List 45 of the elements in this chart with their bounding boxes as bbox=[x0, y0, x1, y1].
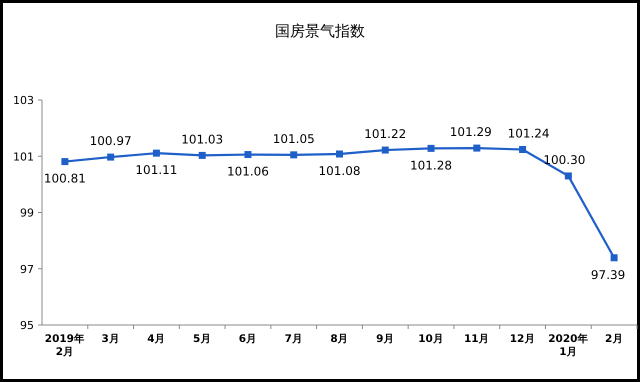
y-tick-label: 99 bbox=[20, 206, 34, 220]
x-tick-label: 11月 bbox=[464, 333, 490, 345]
y-tick-label: 103 bbox=[13, 94, 34, 107]
x-tick-label: 9月 bbox=[376, 333, 394, 345]
x-tick-label: 3月 bbox=[102, 333, 120, 345]
data-label: 101.28 bbox=[410, 158, 452, 172]
data-label: 97.39 bbox=[590, 268, 626, 282]
y-tick-label: 95 bbox=[20, 319, 34, 332]
data-label: 100.30 bbox=[543, 152, 586, 167]
point bbox=[152, 150, 160, 157]
x-tick-label: 2020年 1月 bbox=[548, 332, 588, 358]
point bbox=[107, 154, 114, 161]
x-tick-label: 4月 bbox=[147, 333, 166, 345]
x-tick-label: 12月 bbox=[510, 333, 536, 345]
point bbox=[473, 144, 480, 152]
data-label: 101.05 bbox=[272, 132, 315, 146]
y-tick-label: 101 bbox=[13, 150, 34, 164]
x-tick-label: 10月 bbox=[418, 333, 444, 345]
point bbox=[198, 152, 206, 159]
x-tick-label: 7月 bbox=[284, 333, 303, 345]
x-tick-label: 6月 bbox=[238, 333, 258, 345]
data-label: 101.08 bbox=[318, 164, 360, 178]
x-tick-label: 5月 bbox=[193, 333, 212, 345]
data-label: 101.06 bbox=[226, 164, 269, 179]
chart-title: 国房景气指数 bbox=[275, 22, 365, 40]
point bbox=[610, 254, 618, 262]
point bbox=[382, 146, 389, 154]
data-label: 101.03 bbox=[181, 132, 224, 146]
point bbox=[244, 151, 252, 158]
data-label: 101.29 bbox=[450, 125, 492, 140]
data-label: 100.97 bbox=[90, 134, 132, 148]
point bbox=[336, 150, 343, 158]
data-label: 101.22 bbox=[364, 127, 406, 142]
data-label: 101.24 bbox=[508, 126, 550, 140]
point bbox=[428, 144, 435, 152]
x-tick-label: 2019年 2月 bbox=[44, 332, 85, 358]
x-tick-label: 2月 bbox=[604, 333, 624, 345]
x-tick-label: 8月 bbox=[330, 333, 349, 345]
data-label: 100.81 bbox=[44, 172, 86, 186]
point bbox=[519, 146, 526, 153]
point bbox=[564, 172, 572, 180]
point bbox=[61, 158, 68, 166]
y-tick-label: 97 bbox=[20, 262, 34, 276]
point bbox=[290, 151, 298, 158]
data-label: 101.11 bbox=[135, 163, 178, 178]
